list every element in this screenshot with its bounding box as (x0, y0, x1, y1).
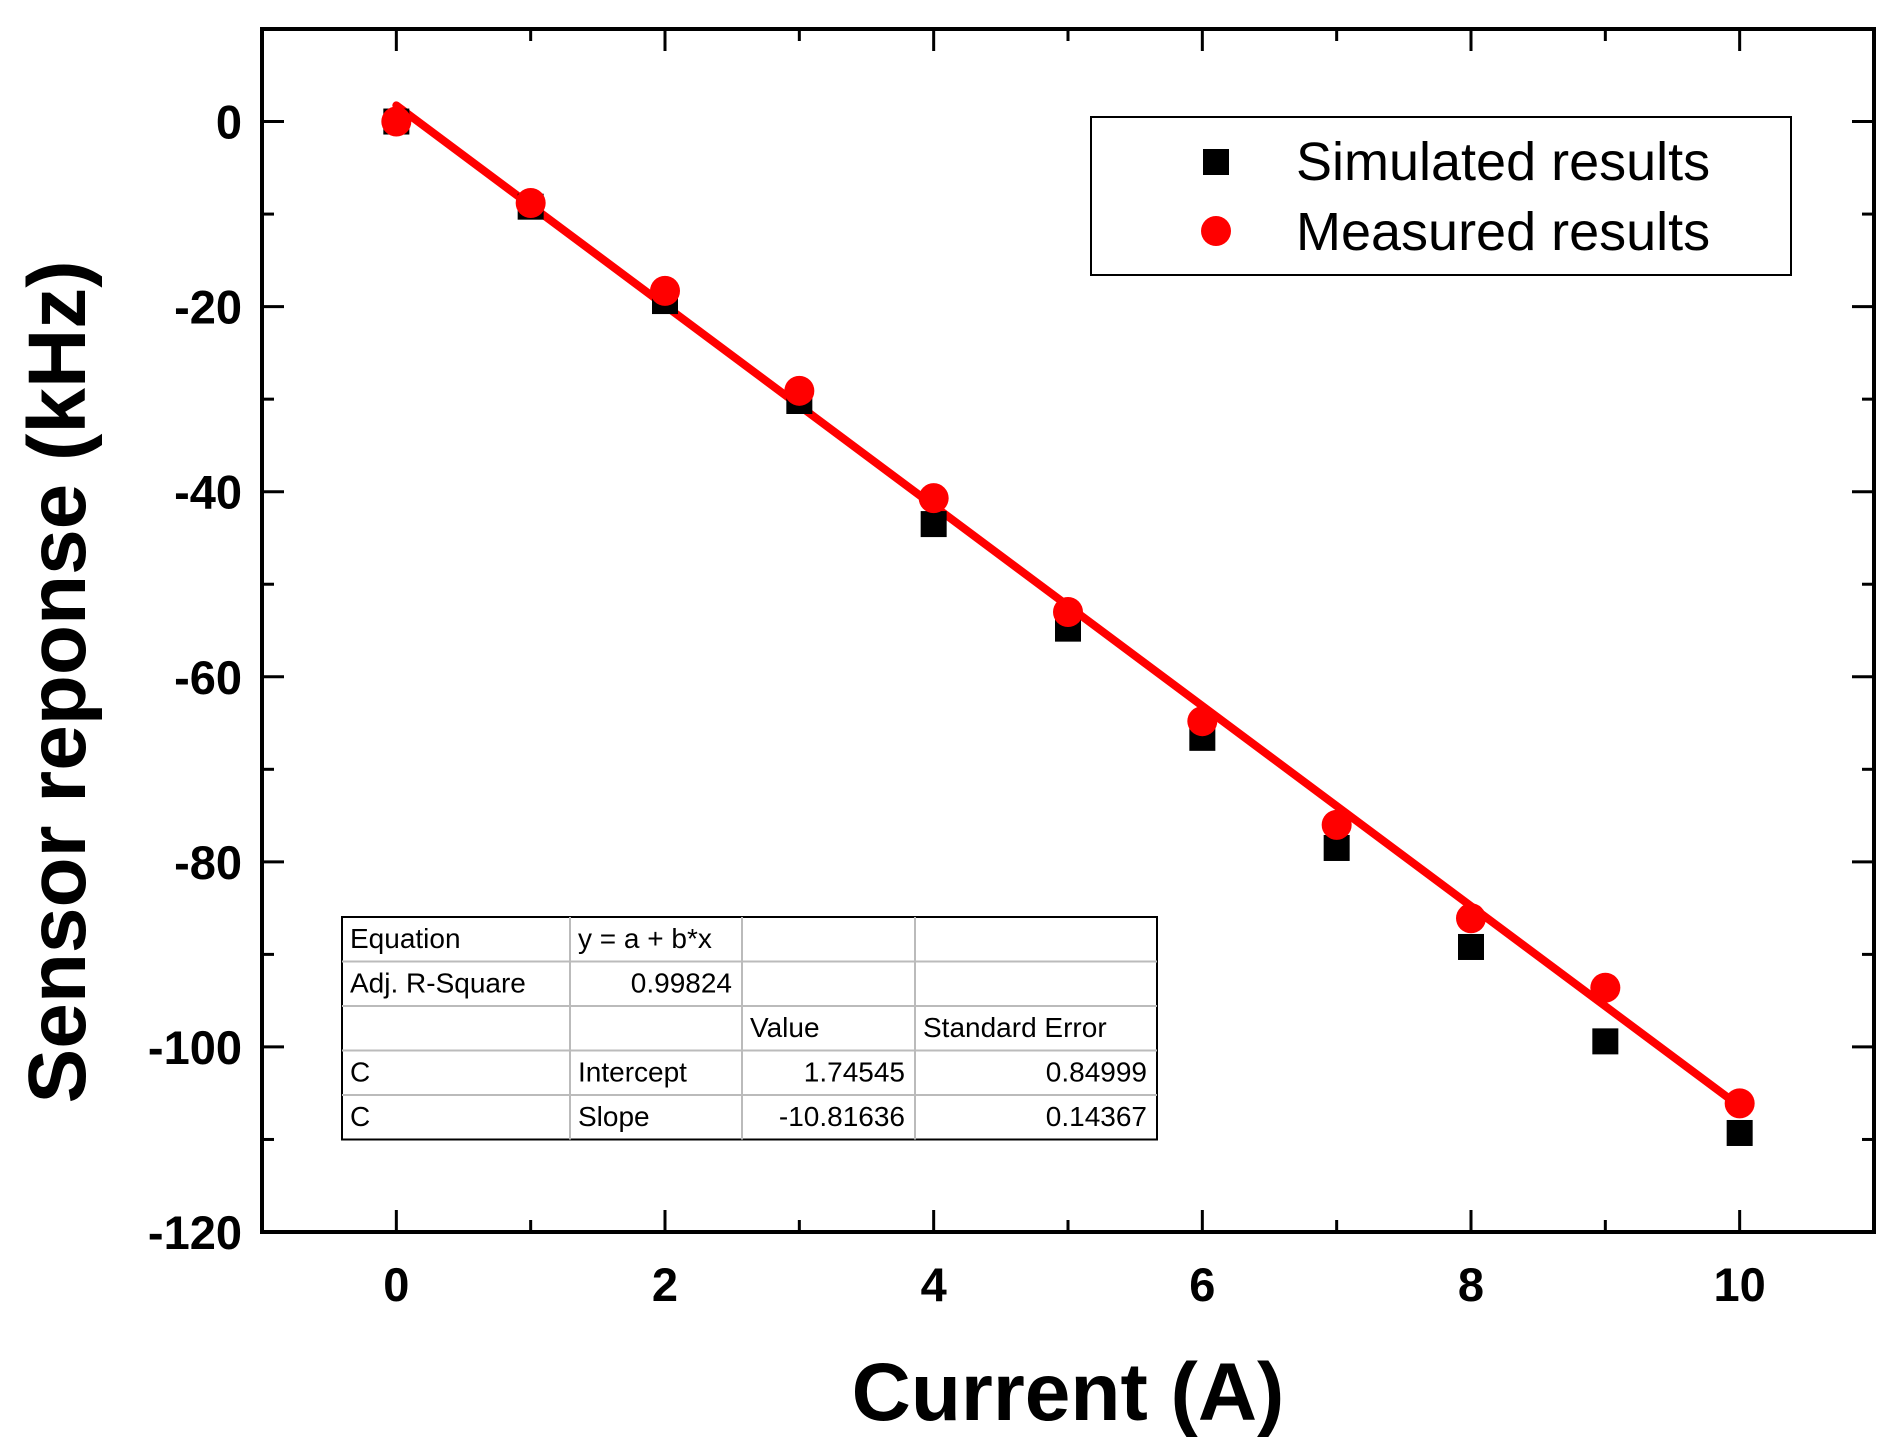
y-tick-label: -20 (174, 281, 242, 334)
plot-frame (260, 27, 1876, 1234)
measured-point (784, 375, 815, 406)
y-tick-label: 0 (216, 96, 242, 149)
fit-table-cell: 1.74545 (804, 1057, 905, 1088)
legend-measured-label: Measured results (1296, 202, 1710, 262)
simulated-point (920, 511, 947, 538)
tick-labels: 0 2 4 6 8 10 0 -20 -40 -60 -80 -100 -120 (148, 96, 1766, 1311)
measured-point (1187, 706, 1218, 737)
fit-table: Equation y = a + b*x Adj. R-Square 0.99824 V… (341, 916, 1158, 1141)
simulated-point (1592, 1028, 1619, 1055)
measured-point (918, 483, 949, 514)
measured-point (1724, 1088, 1755, 1119)
legend-simulated-label: Simulated results (1296, 132, 1710, 192)
measured-point (1590, 972, 1621, 1003)
legend-simulated-marker (1203, 149, 1229, 175)
fit-table-cell: 0.14367 (1046, 1101, 1147, 1132)
measured-point (1456, 903, 1486, 934)
y-tick-label: -40 (174, 466, 242, 519)
x-tick-label: 2 (652, 1258, 678, 1311)
measured-point (1321, 809, 1352, 840)
measured-point (650, 275, 680, 306)
y-tick-label: -120 (148, 1206, 242, 1259)
fit-table-cell: C (350, 1057, 370, 1088)
fit-table-cell: Standard Error (923, 1012, 1107, 1043)
legend-measured-marker (1201, 216, 1231, 246)
fit-table-cell: 0.84999 (1046, 1057, 1147, 1088)
x-tick-label: 0 (383, 1258, 409, 1311)
data-points (381, 106, 1755, 1146)
fit-table-cell: Intercept (578, 1057, 687, 1088)
measured-point (381, 106, 412, 137)
legend-box (1090, 116, 1792, 276)
fit-table-cell: Slope (578, 1101, 650, 1132)
simulated-point (1726, 1119, 1753, 1146)
x-axis-title: Current (A) (852, 1347, 1285, 1438)
fit-table-cell: Equation (350, 923, 461, 954)
fit-table-cell: -10.81636 (779, 1101, 905, 1132)
fit-table-cell: 0.99824 (631, 968, 732, 999)
legend: Simulated results Measured results (1090, 116, 1792, 276)
simulated-point (1458, 933, 1484, 960)
x-tick-label: 4 (921, 1258, 947, 1311)
measured-point (515, 187, 546, 218)
y-tick-label: -80 (174, 836, 242, 889)
fit-table-cell: y = a + b*x (578, 923, 712, 954)
measured-point (1053, 596, 1083, 627)
fit-table-cell: C (350, 1101, 370, 1132)
fit-table-cell: Adj. R-Square (350, 968, 526, 999)
fit-table-cell: Value (750, 1012, 820, 1043)
y-tick-label: -100 (148, 1021, 242, 1074)
x-tick-label: 8 (1458, 1258, 1484, 1311)
x-tick-label: 6 (1189, 1258, 1215, 1311)
y-axis-title: Sensor reponse (kHz) (12, 261, 103, 1104)
y-tick-label: -60 (174, 651, 242, 704)
x-tick-label: 10 (1714, 1258, 1766, 1311)
fit-table-border (341, 916, 1158, 1141)
